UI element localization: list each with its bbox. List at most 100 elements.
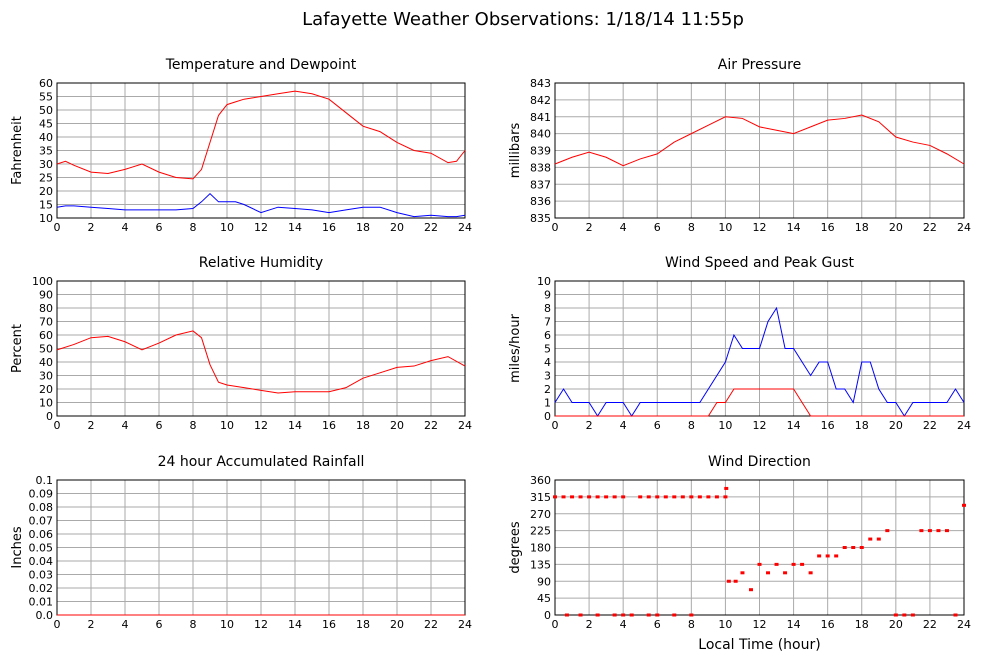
y-tick-label: 60	[39, 329, 53, 342]
y-tick-label: 270	[530, 508, 551, 521]
x-tick-label: 4	[620, 221, 627, 234]
x-tick-label: 6	[156, 618, 163, 631]
x-tick-label: 20	[390, 618, 404, 631]
y-tick-label: 8	[544, 302, 551, 315]
x-tick-label: 18	[356, 618, 370, 631]
point	[638, 495, 643, 499]
y-tick-label: 0	[46, 410, 53, 423]
y-tick-label: 0.06	[29, 528, 54, 541]
point	[578, 495, 583, 499]
x-tick-label: 6	[654, 419, 661, 432]
y-tick-label: 50	[39, 343, 53, 356]
x-tick-label: 24	[957, 618, 971, 631]
x-tick-label: 12	[753, 221, 767, 234]
point	[876, 537, 881, 541]
x-tick-label: 10	[220, 221, 234, 234]
series-line	[555, 388, 964, 417]
y-tick-label: 1	[544, 397, 551, 410]
point	[748, 588, 753, 592]
point	[587, 495, 592, 499]
y-tick-label: 90	[537, 575, 551, 588]
y-tick-label: 90	[39, 289, 53, 302]
point	[902, 613, 907, 617]
point	[689, 495, 694, 499]
point	[723, 495, 728, 499]
y-tick-label: 10	[537, 275, 551, 288]
point	[944, 529, 949, 533]
x-tick-label: 16	[821, 419, 835, 432]
x-tick-label: 14	[787, 419, 801, 432]
point	[672, 613, 677, 617]
x-tick-label: 22	[923, 618, 937, 631]
point	[851, 546, 856, 549]
point	[885, 529, 890, 533]
point	[800, 562, 805, 566]
point	[953, 613, 958, 617]
y-tick-label: 0.05	[29, 542, 54, 555]
y-axis-label: Fahrenheit	[10, 116, 25, 185]
y-tick-label: 15	[39, 199, 53, 212]
point	[724, 486, 729, 490]
x-axis-label: Local Time (hour)	[698, 637, 820, 653]
x-tick-label: 2	[88, 419, 95, 432]
point	[663, 495, 668, 499]
chart-title: Air Pressure	[718, 57, 801, 73]
y-tick-label: 100	[32, 275, 53, 288]
plot-frame	[554, 280, 965, 417]
x-tick-label: 10	[718, 221, 732, 234]
x-tick-label: 24	[957, 419, 971, 432]
x-tick-label: 0	[54, 419, 61, 432]
x-tick-label: 6	[156, 419, 163, 432]
x-tick-label: 24	[957, 221, 971, 234]
y-tick-label: 0.04	[29, 555, 54, 568]
point	[927, 529, 932, 533]
y-tick-label: 30	[39, 370, 53, 383]
y-tick-label: 837	[530, 178, 551, 191]
y-tick-label: 0.08	[29, 501, 54, 514]
x-tick-label: 8	[688, 419, 695, 432]
x-tick-label: 24	[458, 419, 472, 432]
x-tick-label: 14	[787, 221, 801, 234]
x-tick-label: 2	[586, 618, 593, 631]
y-tick-label: 55	[39, 91, 53, 104]
y-tick-label: 841	[530, 111, 551, 124]
point	[859, 546, 864, 549]
plot-frame	[56, 280, 466, 417]
point	[570, 495, 575, 499]
chart-title: Wind Direction	[708, 454, 811, 470]
x-tick-label: 18	[356, 221, 370, 234]
point	[629, 613, 634, 617]
y-tick-label: 840	[530, 128, 551, 141]
y-tick-label: 10	[39, 397, 53, 410]
y-tick-label: 0.07	[29, 515, 54, 528]
x-tick-label: 2	[586, 221, 593, 234]
x-tick-label: 12	[753, 618, 767, 631]
y-tick-label: 0.01	[29, 596, 54, 609]
x-tick-label: 18	[855, 221, 869, 234]
y-tick-label: 838	[530, 161, 551, 174]
y-tick-label: 0.09	[29, 488, 54, 501]
x-tick-label: 24	[458, 618, 472, 631]
x-tick-label: 4	[122, 221, 129, 234]
x-tick-label: 4	[122, 419, 129, 432]
y-tick-label: 7	[544, 316, 551, 329]
point	[791, 562, 796, 566]
x-tick-label: 20	[889, 221, 903, 234]
y-tick-label: 25	[39, 172, 53, 185]
y-tick-label: 315	[530, 491, 551, 504]
x-tick-label: 6	[654, 221, 661, 234]
x-tick-label: 10	[718, 618, 732, 631]
x-tick-label: 18	[855, 419, 869, 432]
y-tick-label: 135	[530, 558, 551, 571]
point	[706, 495, 711, 499]
chart-title: 24 hour Accumulated Rainfall	[158, 454, 365, 470]
point	[783, 571, 788, 575]
point	[733, 579, 738, 583]
point	[936, 529, 941, 533]
x-tick-label: 16	[322, 221, 336, 234]
point	[655, 495, 660, 499]
y-tick-label: 0	[544, 609, 551, 622]
x-tick-label: 24	[458, 221, 472, 234]
x-tick-label: 14	[288, 618, 302, 631]
